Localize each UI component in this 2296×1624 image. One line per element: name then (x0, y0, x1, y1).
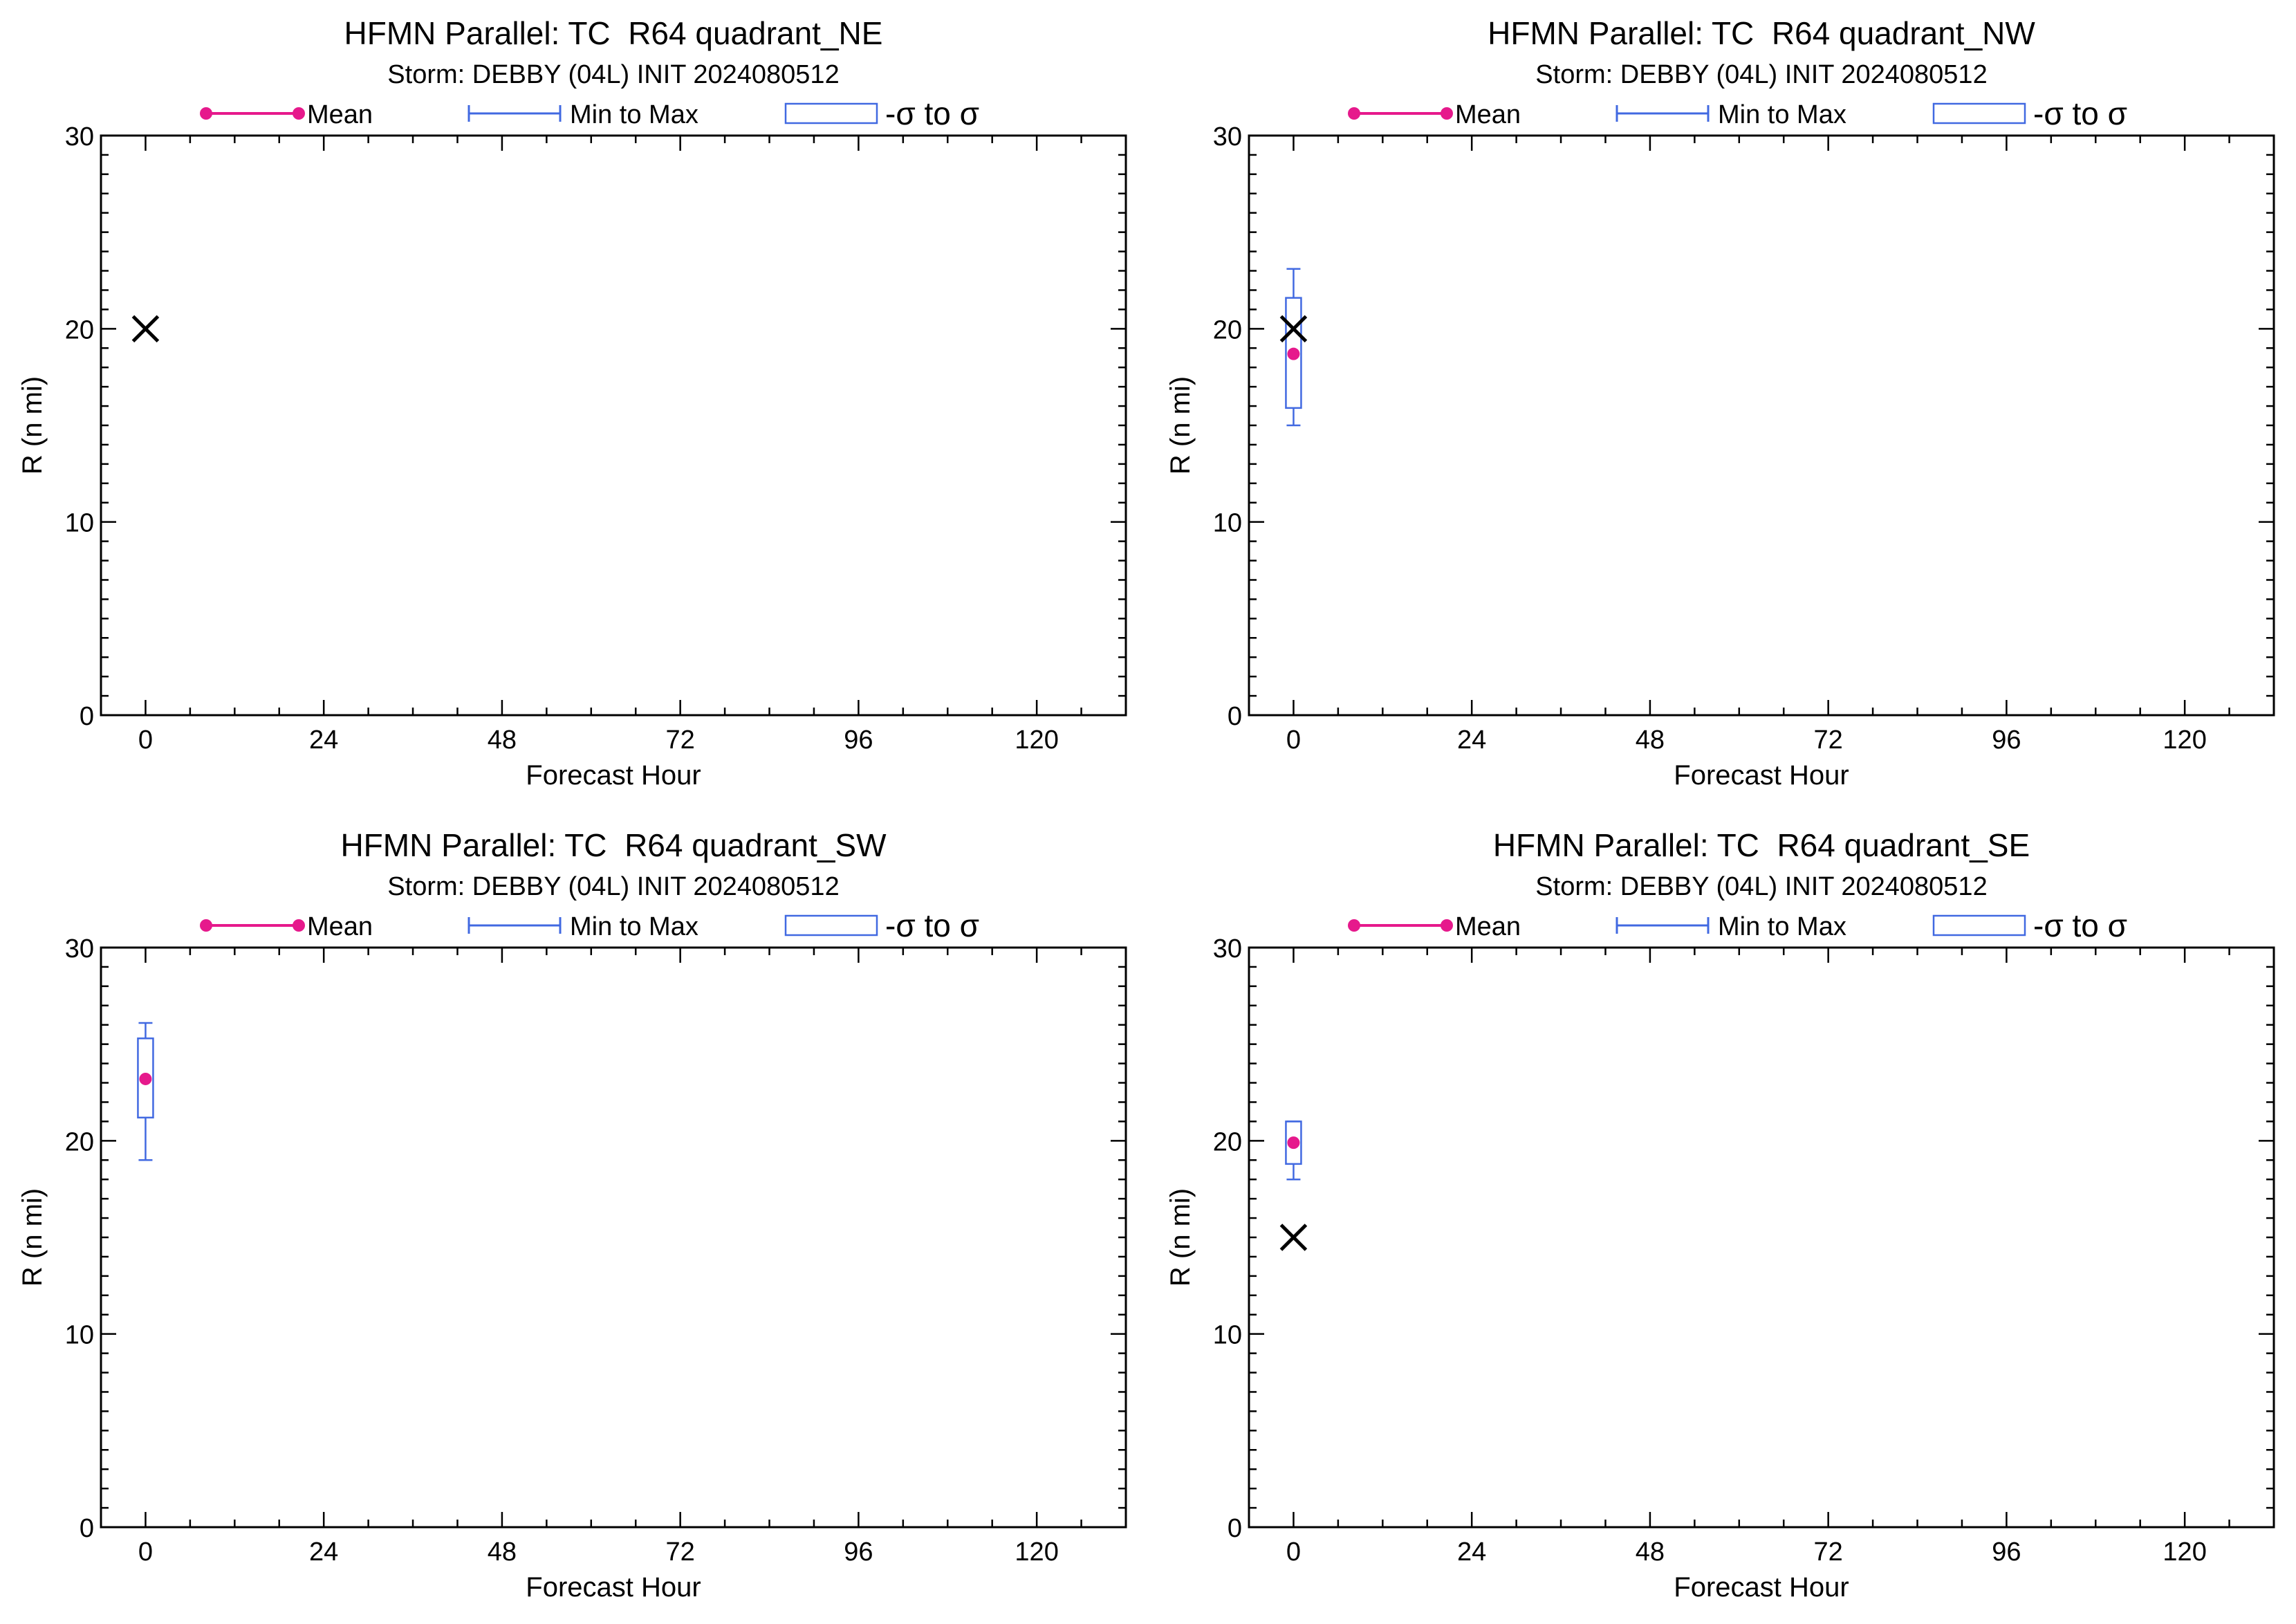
x-axis-label: Forecast Hour (1674, 760, 1849, 791)
y-tick-label: 0 (1228, 1514, 1242, 1543)
chart-subtitle: Storm: DEBBY (04L) INIT 2024080512 (387, 872, 839, 901)
sigma-box (137, 1037, 154, 1119)
legend-mean-label: Mean (307, 100, 373, 129)
x-tick-label: 96 (844, 1538, 873, 1567)
y-tick-label: 30 (1213, 122, 1242, 151)
x-tick-label: 24 (1457, 1538, 1486, 1567)
legend-mean-marker (1348, 107, 1360, 120)
x-tick-label: 120 (2163, 1538, 2206, 1567)
mean-point (1287, 1136, 1300, 1150)
legend-sigma-label: -σ to σ (2033, 95, 2127, 131)
legend-mean-marker (1348, 919, 1360, 932)
legend-sigma-label: -σ to σ (885, 907, 979, 943)
chart-title: HFMN Parallel: TC R64 quadrant_NW (1488, 15, 2035, 51)
y-tick-label: 10 (1213, 1321, 1242, 1350)
chart-title: HFMN Parallel: TC R64 quadrant_SE (1493, 827, 2030, 863)
x-tick-label: 0 (1286, 726, 1301, 755)
x-tick-label: 72 (666, 726, 695, 755)
legend-mean-label: Mean (1455, 100, 1521, 129)
x-tick-label: 0 (1286, 1538, 1301, 1567)
y-axis-label: R (n mi) (1165, 376, 1196, 474)
mean-point (1287, 347, 1300, 360)
plot-area (1248, 134, 2275, 717)
x-tick-label: 0 (138, 1538, 153, 1567)
x-tick-label: 72 (1814, 726, 1843, 755)
x-tick-label: 48 (1636, 1538, 1665, 1567)
x-tick-label: 24 (309, 1538, 338, 1567)
y-tick-label: 20 (1213, 1127, 1242, 1156)
chart-panel: HFMN Parallel: TC R64 quadrant_NW Storm: … (1165, 15, 2275, 791)
chart-subtitle: Storm: DEBBY (04L) INIT 2024080512 (1535, 872, 1987, 901)
x-tick-label: 48 (1636, 726, 1665, 755)
legend-sigma-label: -σ to σ (885, 95, 979, 131)
y-tick-label: 20 (1213, 315, 1242, 344)
legend-mean-label: Mean (307, 912, 373, 941)
x-axis-label: Forecast Hour (526, 1572, 701, 1603)
x-tick-label: 120 (1015, 726, 1058, 755)
legend-sigma-box (1932, 102, 2026, 124)
legend-mean-marker (1441, 919, 1453, 932)
legend-mean-marker (200, 107, 212, 120)
y-tick-label: 0 (80, 1514, 94, 1543)
x-tick-label: 96 (1992, 1538, 2021, 1567)
x-tick-label: 72 (666, 1538, 695, 1567)
x-tick-label: 48 (488, 726, 517, 755)
x-tick-label: 72 (1814, 1538, 1843, 1567)
y-tick-label: 30 (65, 122, 94, 151)
y-tick-label: 20 (65, 315, 94, 344)
y-axis-label: R (n mi) (1165, 1188, 1196, 1286)
x-tick-label: 96 (1992, 726, 2021, 755)
legend-mean-marker (293, 107, 305, 120)
x-tick-label: 96 (844, 726, 873, 755)
legend-range-label: Min to Max (1718, 100, 1846, 129)
y-tick-label: 10 (65, 1321, 94, 1350)
x-tick-label: 120 (2163, 726, 2206, 755)
chart-subtitle: Storm: DEBBY (04L) INIT 2024080512 (1535, 60, 1987, 89)
plot-area (100, 946, 1127, 1529)
x-tick-label: 48 (488, 1538, 517, 1567)
chart-panel: HFMN Parallel: TC R64 quadrant_SW Storm: … (17, 827, 1127, 1603)
best-track-marker (1279, 315, 1308, 343)
y-tick-label: 30 (1213, 934, 1242, 963)
y-axis-label: R (n mi) (17, 376, 48, 474)
legend-sigma-box (784, 102, 878, 124)
plot-area (1248, 946, 2275, 1529)
legend-mean-marker (293, 919, 305, 932)
sigma-box (1285, 297, 1302, 409)
legend-sigma-box (784, 914, 878, 936)
legend-range-label: Min to Max (570, 912, 698, 941)
chart-title: HFMN Parallel: TC R64 quadrant_SW (340, 827, 887, 863)
x-axis-label: Forecast Hour (1674, 1572, 1849, 1603)
y-tick-label: 30 (65, 934, 94, 963)
mean-point (139, 1072, 152, 1085)
legend-mean-label: Mean (1455, 912, 1521, 941)
x-tick-label: 24 (309, 726, 338, 755)
chart-panel: HFMN Parallel: TC R64 quadrant_NE Storm: … (17, 15, 1127, 791)
plot-area (100, 134, 1127, 717)
best-track-marker (131, 315, 160, 343)
x-tick-label: 24 (1457, 726, 1486, 755)
x-axis-label: Forecast Hour (526, 760, 701, 791)
y-tick-label: 10 (65, 509, 94, 538)
legend-sigma-box (1932, 914, 2026, 936)
legend-range-label: Min to Max (570, 100, 698, 129)
best-track-marker (1279, 1224, 1308, 1251)
legend-range-label: Min to Max (1718, 912, 1846, 941)
x-tick-label: 120 (1015, 1538, 1058, 1567)
y-tick-label: 10 (1213, 509, 1242, 538)
legend-sigma-label: -σ to σ (2033, 907, 2127, 943)
x-tick-label: 0 (138, 726, 153, 755)
chart-title: HFMN Parallel: TC R64 quadrant_NE (344, 15, 883, 51)
y-tick-label: 0 (80, 702, 94, 731)
chart-panel: HFMN Parallel: TC R64 quadrant_SE Storm: … (1165, 827, 2275, 1603)
sigma-box (1285, 1120, 1302, 1165)
y-axis-label: R (n mi) (17, 1188, 48, 1286)
y-tick-label: 0 (1228, 702, 1242, 731)
chart-subtitle: Storm: DEBBY (04L) INIT 2024080512 (387, 60, 839, 89)
legend-mean-marker (200, 919, 212, 932)
legend-mean-marker (1441, 107, 1453, 120)
y-tick-label: 20 (65, 1127, 94, 1156)
